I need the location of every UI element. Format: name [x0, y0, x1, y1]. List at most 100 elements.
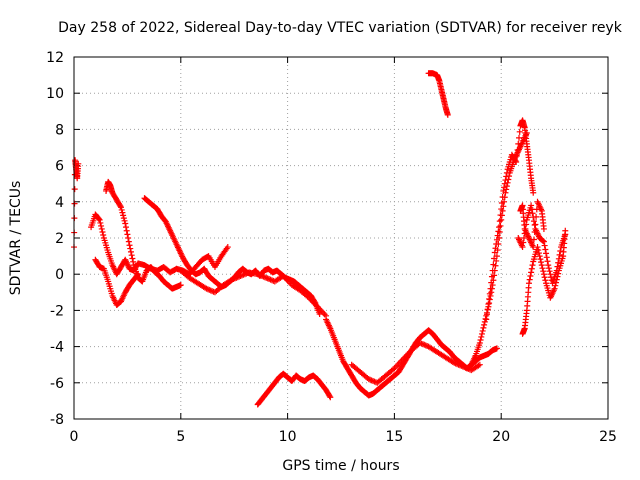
data-point-fill	[544, 258, 551, 265]
data-point-fill	[492, 245, 499, 252]
data-point	[487, 285, 494, 292]
series-arc-e	[177, 267, 330, 319]
data-point	[496, 224, 503, 231]
series-high-arc	[425, 70, 451, 118]
data-point-fill	[540, 238, 547, 245]
data-point-fill	[486, 296, 493, 303]
data-point	[525, 280, 532, 287]
data-point-fill	[488, 273, 495, 280]
data-point-fill	[488, 279, 495, 286]
data-point-fill	[531, 222, 538, 229]
data-point-fill	[547, 271, 554, 278]
data-point-fill	[499, 193, 506, 200]
data-point-fill	[117, 203, 124, 210]
data-point-fill	[520, 239, 527, 246]
x-tick-label: 20	[492, 429, 510, 445]
data-point	[122, 220, 129, 227]
data-point-fill	[530, 236, 537, 243]
data-point	[538, 262, 545, 269]
data-point-fill	[533, 213, 540, 220]
data-point-fill	[515, 140, 522, 147]
data-point-fill	[539, 265, 546, 272]
data-point-fill	[479, 327, 486, 334]
data-point-fill	[118, 206, 125, 213]
data-point-fill	[527, 273, 534, 280]
series-arc-b	[103, 178, 184, 292]
series-start	[71, 157, 82, 251]
data-point	[177, 282, 184, 289]
data-point-fill	[514, 146, 521, 153]
x-tick-label: 5	[176, 429, 185, 445]
data-point	[126, 242, 133, 249]
data-point-fill	[542, 277, 549, 284]
data-point-fill	[485, 301, 492, 308]
data-point-fill	[542, 246, 549, 253]
data-point-fill	[129, 255, 136, 262]
data-point-fill	[71, 186, 78, 193]
y-axis-ticks: -8 -6 -4 -2 0 2 4 6 8 10 12	[46, 50, 608, 428]
series-late-b	[519, 227, 569, 337]
y-tick-label: 4	[55, 195, 64, 211]
y-tick-label: -6	[50, 376, 64, 392]
data-point-fill	[477, 336, 484, 343]
data-point-fill	[498, 206, 505, 213]
series-descent	[323, 316, 500, 399]
data-point-fill	[516, 134, 522, 141]
data-point-fill	[489, 267, 496, 274]
data-point-fill	[491, 255, 498, 262]
data-point	[491, 249, 498, 256]
data-point-fill	[555, 259, 562, 266]
data-point-fill	[540, 268, 547, 275]
data-point	[519, 244, 526, 251]
data-point	[498, 216, 505, 223]
data-point-fill	[503, 173, 510, 180]
data-point-fill	[494, 232, 501, 239]
series-low-arc	[254, 370, 334, 408]
x-tick-label: 10	[279, 429, 297, 445]
data-point-fill	[543, 250, 550, 257]
data-point-fill	[531, 228, 538, 235]
data-point-fill	[119, 209, 126, 216]
data-point-fill	[127, 245, 134, 252]
data-point	[528, 202, 535, 209]
data-point-fill	[543, 254, 550, 261]
grid	[74, 57, 608, 419]
y-tick-label: 6	[55, 159, 64, 175]
data-point	[551, 285, 558, 292]
data-point-fill	[530, 218, 537, 225]
data-point-fill	[128, 252, 135, 259]
data-point-fill	[490, 261, 497, 268]
data-point-fill	[538, 259, 545, 266]
data-point	[483, 316, 490, 323]
series-arc-c	[92, 256, 142, 308]
series-late-c	[517, 198, 547, 251]
x-tick-label: 0	[70, 429, 79, 445]
data-point	[476, 339, 483, 346]
data-point-fill	[541, 274, 548, 281]
data-point-fill	[532, 221, 539, 228]
data-point-fill	[513, 152, 520, 159]
data-point-fill	[505, 176, 512, 183]
data-point-fill	[516, 128, 523, 135]
data-point-fill	[484, 306, 491, 313]
data-point	[540, 238, 547, 245]
x-axis-label: GPS time / hours	[282, 458, 399, 474]
y-tick-label: 10	[46, 86, 64, 102]
data-point-fill	[541, 242, 548, 249]
data-point-fill	[540, 271, 547, 278]
data-point-fill	[482, 315, 489, 322]
data-point-fill	[98, 225, 105, 232]
x-axis-ticks: 0 5 10 15 20 25	[70, 57, 617, 445]
data-point-fill	[503, 169, 510, 176]
data-point	[75, 160, 82, 167]
y-tick-label: 8	[55, 122, 64, 138]
y-tick-label: -4	[50, 340, 64, 356]
data-point-fill	[478, 333, 485, 340]
data-point	[96, 216, 103, 223]
data-point-fill	[537, 256, 544, 263]
data-point	[513, 158, 520, 165]
data-point-fill	[498, 200, 505, 207]
data-point-fill	[529, 210, 536, 217]
data-point-fill	[497, 222, 504, 229]
y-tick-label: -8	[50, 412, 64, 428]
